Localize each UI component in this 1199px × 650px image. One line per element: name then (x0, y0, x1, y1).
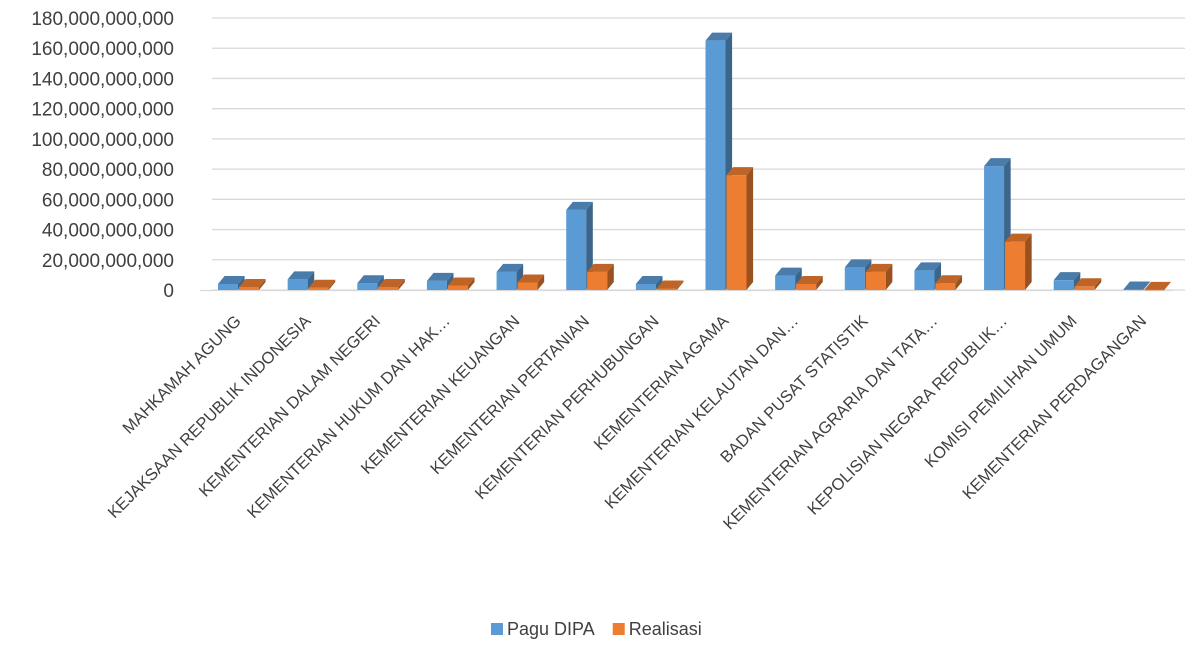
bar-realisasi (935, 275, 963, 290)
y-tick-label: 80,000,000,000 (42, 160, 174, 181)
bar-pagu-dipa (635, 275, 663, 290)
y-tick-label: 0 (163, 281, 174, 302)
y-tick-label: 120,000,000,000 (31, 100, 174, 121)
y-tick-label: 180,000,000,000 (31, 9, 174, 30)
bar-realisasi (726, 167, 754, 290)
legend-item-pagu-dipa: Pagu DIPA (491, 619, 595, 639)
bar-realisasi (308, 279, 336, 290)
bar-realisasi (239, 278, 266, 290)
legend-swatch (491, 623, 503, 635)
x-category-label: BADAN PUSAT STATISTIK (717, 312, 871, 466)
bar-realisasi (796, 275, 823, 290)
bar-pagu-dipa (287, 271, 315, 290)
y-tick-label: 20,000,000,000 (42, 251, 174, 272)
bar-realisasi (587, 263, 614, 290)
legend-label: Realisasi (629, 619, 702, 639)
bar-realisasi (865, 263, 893, 290)
bars (218, 32, 1171, 291)
x-category-label: KEMENTERIAN AGAMA (591, 312, 733, 454)
bar-realisasi (378, 278, 405, 290)
y-tick-label: 60,000,000,000 (42, 190, 174, 211)
x-category-label: MAHKAMAH AGUNG (119, 312, 245, 438)
grid-lines (200, 17, 1185, 292)
y-tick-label: 40,000,000,000 (42, 221, 174, 242)
bar-realisasi (447, 277, 475, 290)
y-tick-label: 160,000,000,000 (31, 39, 174, 60)
bar-pagu-dipa (566, 201, 593, 290)
bar-realisasi (517, 274, 545, 290)
legend-item-realisasi: Realisasi (612, 619, 702, 639)
y-tick-label: 100,000,000,000 (31, 130, 174, 151)
bar-realisasi (1005, 233, 1032, 290)
y-axis-tick-labels: 0 20,000,000,000 40,000,000,000 60,000,000,… (31, 9, 174, 302)
legend-label: Pagu DIPA (507, 619, 595, 639)
legend: Pagu DIPA Realisasi (491, 619, 702, 639)
y-tick-label: 140,000,000,000 (31, 69, 174, 90)
bar-realisasi (656, 280, 684, 290)
bar-realisasi (1074, 278, 1102, 290)
bar-pagu-dipa (1123, 281, 1150, 291)
bar-realisasi (1144, 281, 1171, 291)
legend-swatch (612, 623, 625, 635)
